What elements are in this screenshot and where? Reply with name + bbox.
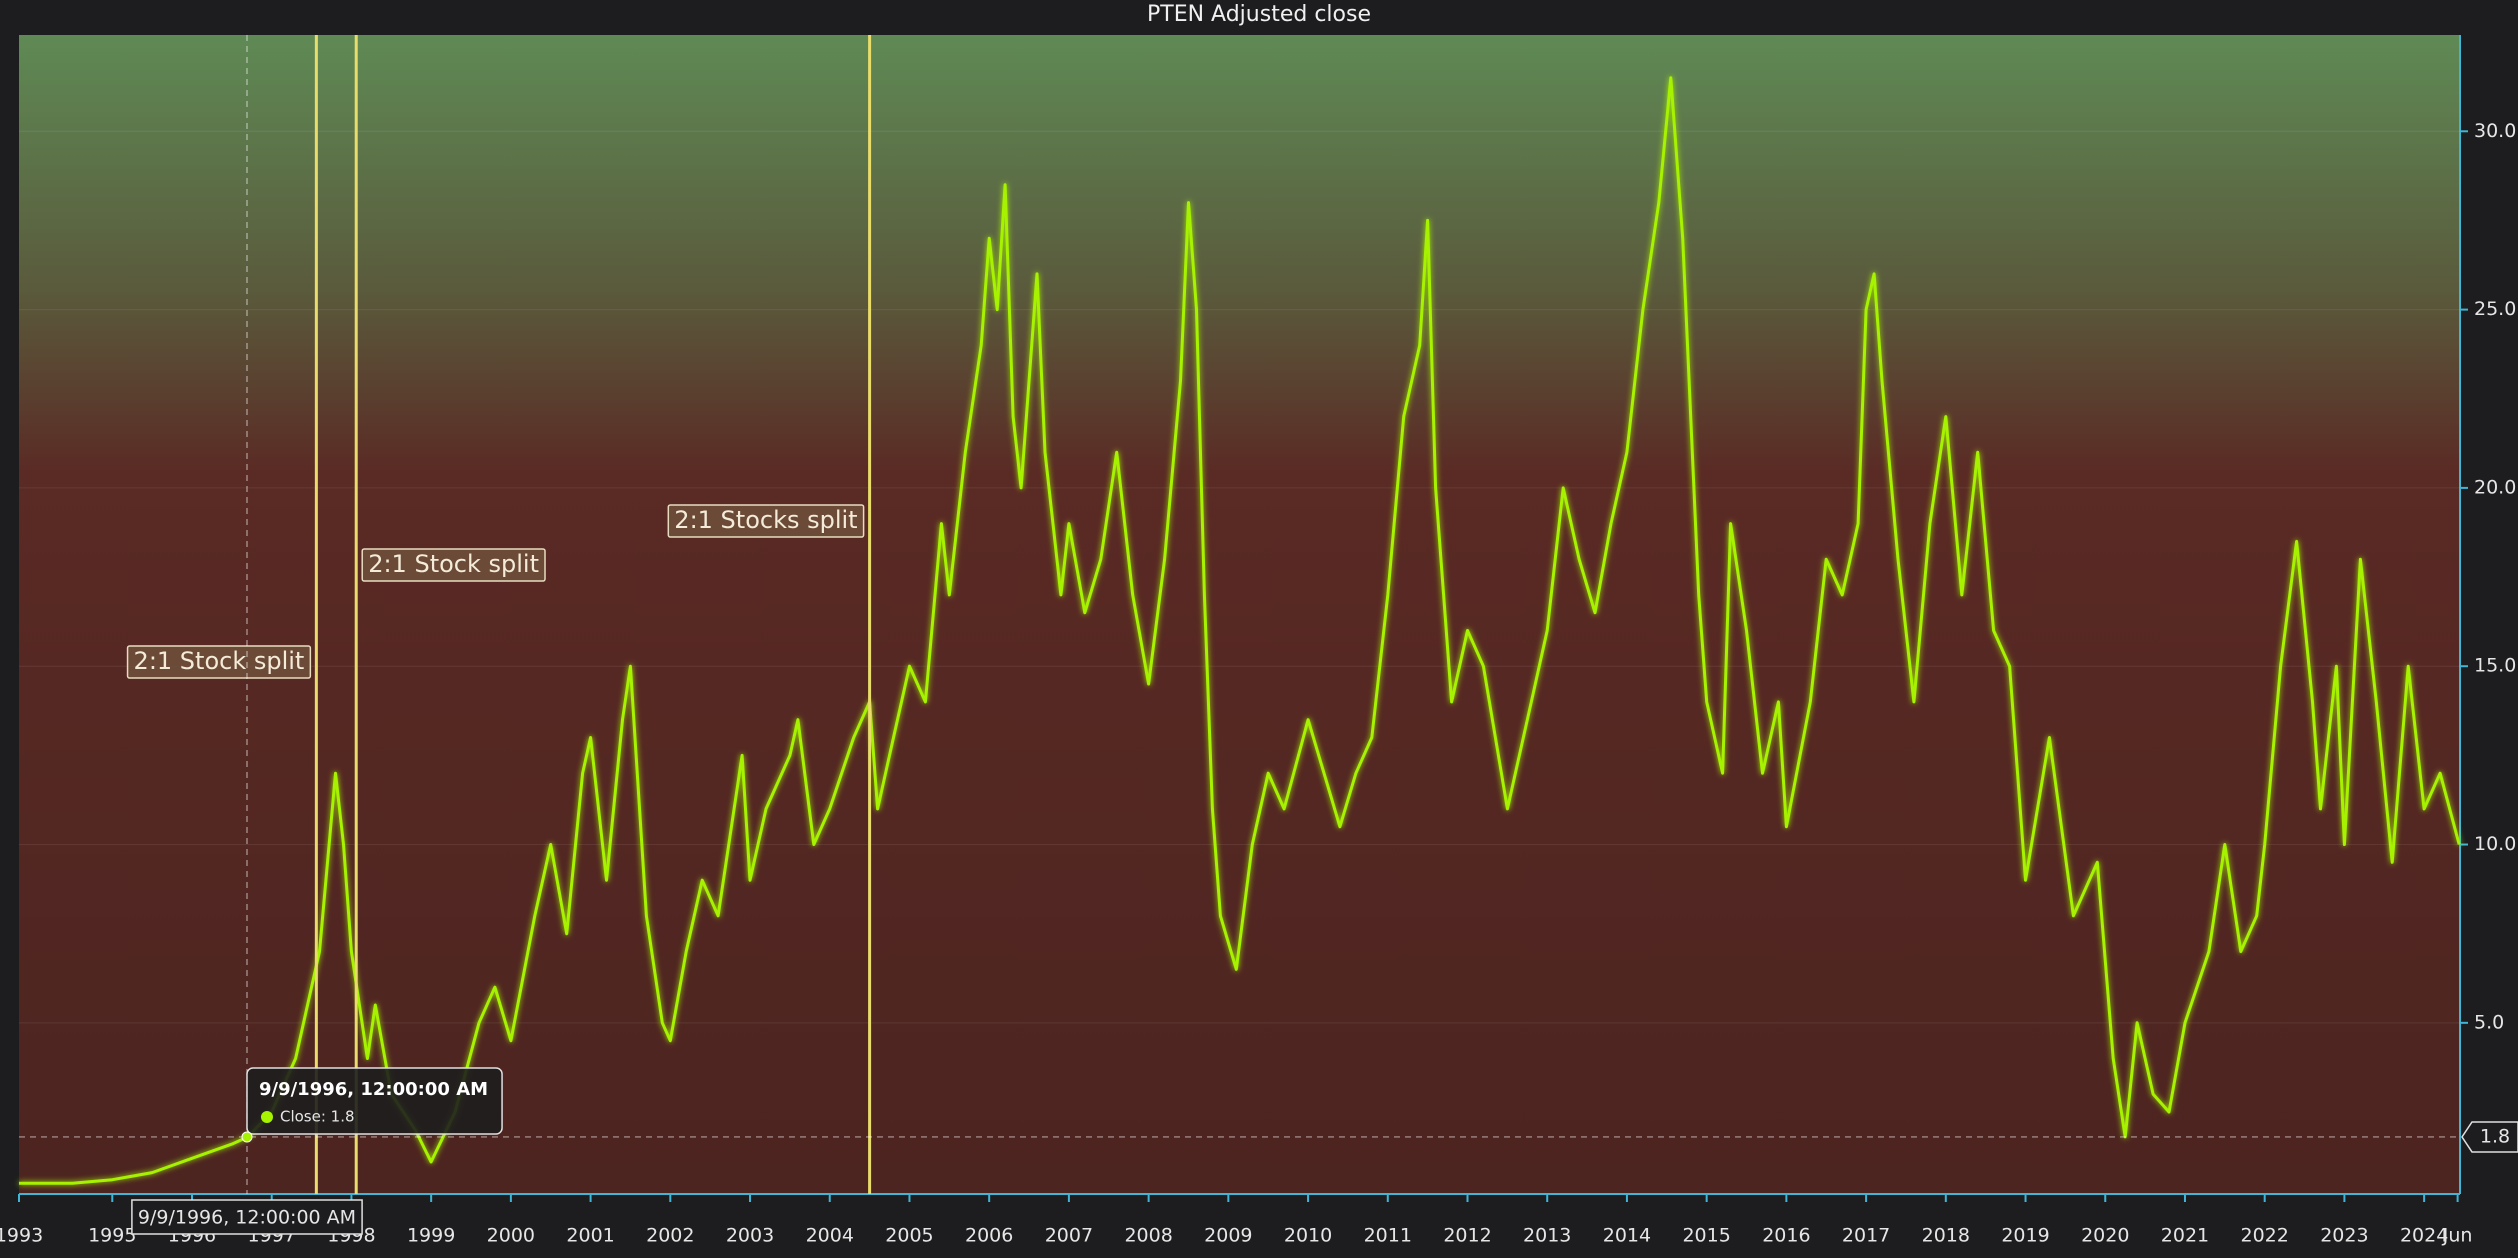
y-crosshair-label: 1.8 [2461, 1121, 2518, 1153]
series-group [19, 76, 2461, 1185]
x-tick-label: 2015 [1682, 1225, 1730, 1247]
y-crosshair-box [2461, 1121, 2518, 1153]
annotation: 2:1 Stock split [126, 645, 312, 679]
annotation-box [667, 504, 865, 538]
x-tick-label: Jun [2442, 1225, 2473, 1247]
x-tick-label: 2009 [1204, 1225, 1252, 1247]
x-tick-label: 2010 [1284, 1225, 1332, 1247]
x-tick-label: 2007 [1045, 1225, 1093, 1247]
x-tick-label: 2019 [2001, 1225, 2049, 1247]
y-tick-label: 30.0 [2474, 120, 2516, 142]
x-tick-label: 2024 [2400, 1225, 2448, 1247]
x-tick-label: 2022 [2241, 1225, 2289, 1247]
x-tick-label: 2005 [885, 1225, 933, 1247]
y-tick-label: 20.0 [2474, 476, 2516, 498]
x-tick-label: 2003 [726, 1225, 774, 1247]
tooltip-box [246, 1067, 503, 1135]
x-tick-label: 1995 [88, 1225, 136, 1247]
x-tick-label: 2012 [1443, 1225, 1491, 1247]
x-tick-label: 2000 [487, 1225, 535, 1247]
x-crosshair-text: 9/9/1996, 12:00:00 AM [138, 1207, 356, 1229]
x-tick-label: 2023 [2320, 1225, 2368, 1247]
x-crosshair-label: 9/9/1996, 12:00:00 AM [131, 1199, 363, 1235]
x-tick-label: 2008 [1124, 1225, 1172, 1247]
x-tick-label: 2014 [1603, 1225, 1651, 1247]
plot-background [19, 35, 2460, 1194]
tooltip-title: 9/9/1996, 12:00:00 AM [259, 1079, 488, 1100]
annotation: 2:1 Stocks split [667, 504, 865, 538]
x-tick-label: 2004 [806, 1225, 854, 1247]
x-tick-label: 2016 [1762, 1225, 1810, 1247]
x-tick-label: 2006 [965, 1225, 1013, 1247]
y-tick-label: 10.0 [2474, 833, 2516, 855]
annotation-box [126, 645, 312, 679]
annotation-label: 2:1 Stock split [368, 550, 539, 578]
x-tick-label: 2001 [566, 1225, 614, 1247]
y-tick-label: 15.0 [2474, 655, 2516, 677]
x-tick-label: 2013 [1523, 1225, 1571, 1247]
x-tick-label: 2011 [1364, 1225, 1412, 1247]
tooltip: 9/9/1996, 12:00:00 AM Close: 1.8 [246, 1067, 503, 1135]
annotation-label: 2:1 Stock split [134, 647, 305, 675]
x-tick-label: 1993 [0, 1225, 43, 1247]
x-tick-label: 2017 [1842, 1225, 1890, 1247]
y-tick-label: 25.0 [2474, 298, 2516, 320]
annotation-label: 2:1 Stocks split [674, 506, 857, 534]
annotation-box [361, 548, 546, 582]
tooltip-marker [260, 1111, 273, 1123]
x-tick-label: 2020 [2081, 1225, 2129, 1247]
chart-title: PTEN Adjusted close [1147, 2, 1371, 27]
annotation: 2:1 Stock split [361, 548, 546, 582]
x-tick-label: 2018 [1922, 1225, 1970, 1247]
x-crosshair-box [131, 1199, 363, 1235]
x-tick-label: 2021 [2161, 1225, 2209, 1247]
crosshair-point [241, 1131, 253, 1143]
y-tick-label: 5.0 [2474, 1011, 2504, 1033]
y-crosshair-text: 1.8 [2480, 1125, 2510, 1147]
price-line [19, 76, 2461, 1185]
tooltip-value: Close: 1.8 [280, 1108, 355, 1126]
x-tick-label: 1999 [407, 1225, 455, 1247]
x-tick-label: 2002 [646, 1225, 694, 1247]
